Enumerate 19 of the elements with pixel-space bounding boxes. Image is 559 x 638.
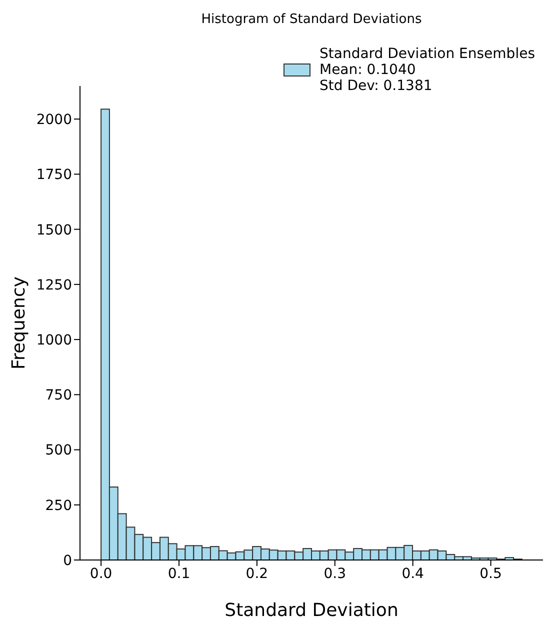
legend-label: Standard Deviation Ensembles Mean: 0.1040 Std Dev: 0.1381: [319, 46, 535, 94]
y-tick-label: 1750: [36, 167, 72, 184]
x-tick-label: 0.4: [402, 566, 424, 582]
y-tick-label: 1000: [36, 332, 72, 349]
x-axis-title: Standard Deviation: [224, 600, 398, 621]
y-tick-label: 1250: [36, 277, 72, 294]
chart-title: Histogram of Standard Deviations: [200, 12, 423, 27]
x-tick-label: 0.3: [324, 566, 346, 582]
y-axis-title: Frequency: [8, 276, 30, 370]
y-tick-label: 0: [63, 552, 72, 569]
x-tick-label: 0.0: [90, 566, 112, 582]
x-tick-label: 0.5: [480, 566, 502, 582]
y-tick-label: 2000: [36, 112, 72, 128]
y-tick-label: 1500: [36, 222, 72, 238]
x-tick-label: 0.1: [168, 566, 190, 582]
x-tick-label: 0.2: [246, 566, 268, 582]
y-tick-label: 250: [45, 498, 72, 514]
y-tick-label: 500: [45, 442, 72, 459]
y-tick-label: 750: [45, 388, 72, 404]
